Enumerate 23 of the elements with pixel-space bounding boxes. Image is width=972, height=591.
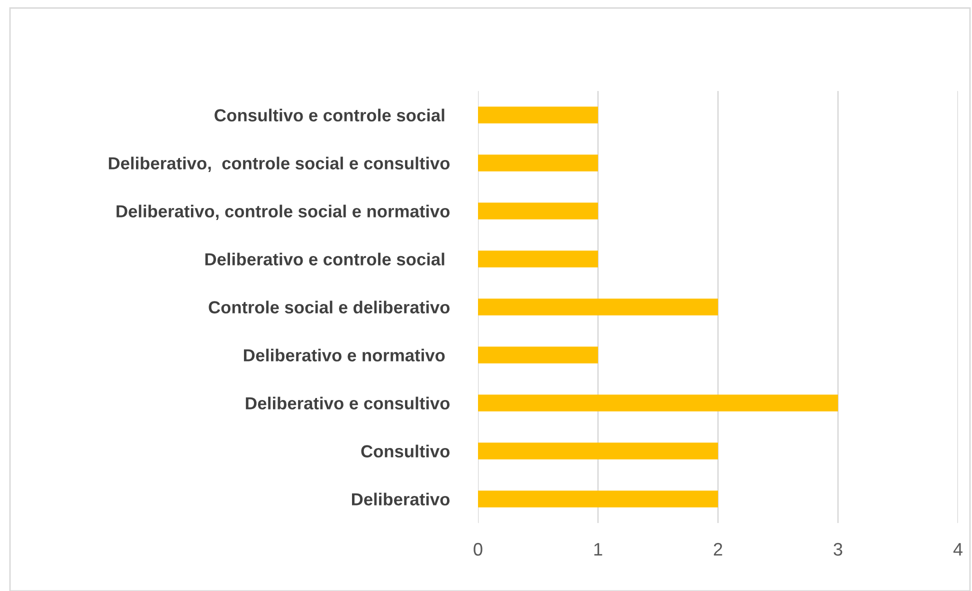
bar bbox=[478, 346, 598, 364]
bar bbox=[478, 442, 718, 460]
y-tick-label: Deliberativo e normativo bbox=[244, 348, 445, 362]
bar bbox=[478, 298, 718, 316]
x-tick-label: 0 bbox=[474, 542, 482, 556]
x-tick-label: 3 bbox=[834, 542, 842, 556]
y-tick-label: Consultivo e controle social bbox=[214, 108, 444, 122]
y-tick-label: Consultivo bbox=[361, 444, 450, 458]
bar bbox=[478, 202, 598, 220]
x-tick-label: 4 bbox=[953, 543, 962, 556]
y-tick-label: Deliberativo, controle social e normativo bbox=[116, 204, 450, 220]
y-tick-label: Controle social e deliberativo bbox=[208, 300, 450, 314]
bar bbox=[478, 394, 838, 412]
bar bbox=[478, 106, 598, 124]
y-tick-label: Deliberativo, controle social e consultivo bbox=[108, 156, 450, 172]
x-tick-label: 1 bbox=[594, 543, 602, 556]
bar bbox=[478, 250, 598, 268]
y-tick-label: Deliberativo bbox=[352, 492, 450, 506]
bar bbox=[478, 490, 718, 508]
y-tick-label: Deliberativo e consultivo bbox=[246, 396, 450, 410]
x-tick-label: 2 bbox=[714, 542, 722, 556]
y-tick-label: Deliberativo e controle social bbox=[205, 252, 444, 266]
bar bbox=[478, 154, 598, 172]
